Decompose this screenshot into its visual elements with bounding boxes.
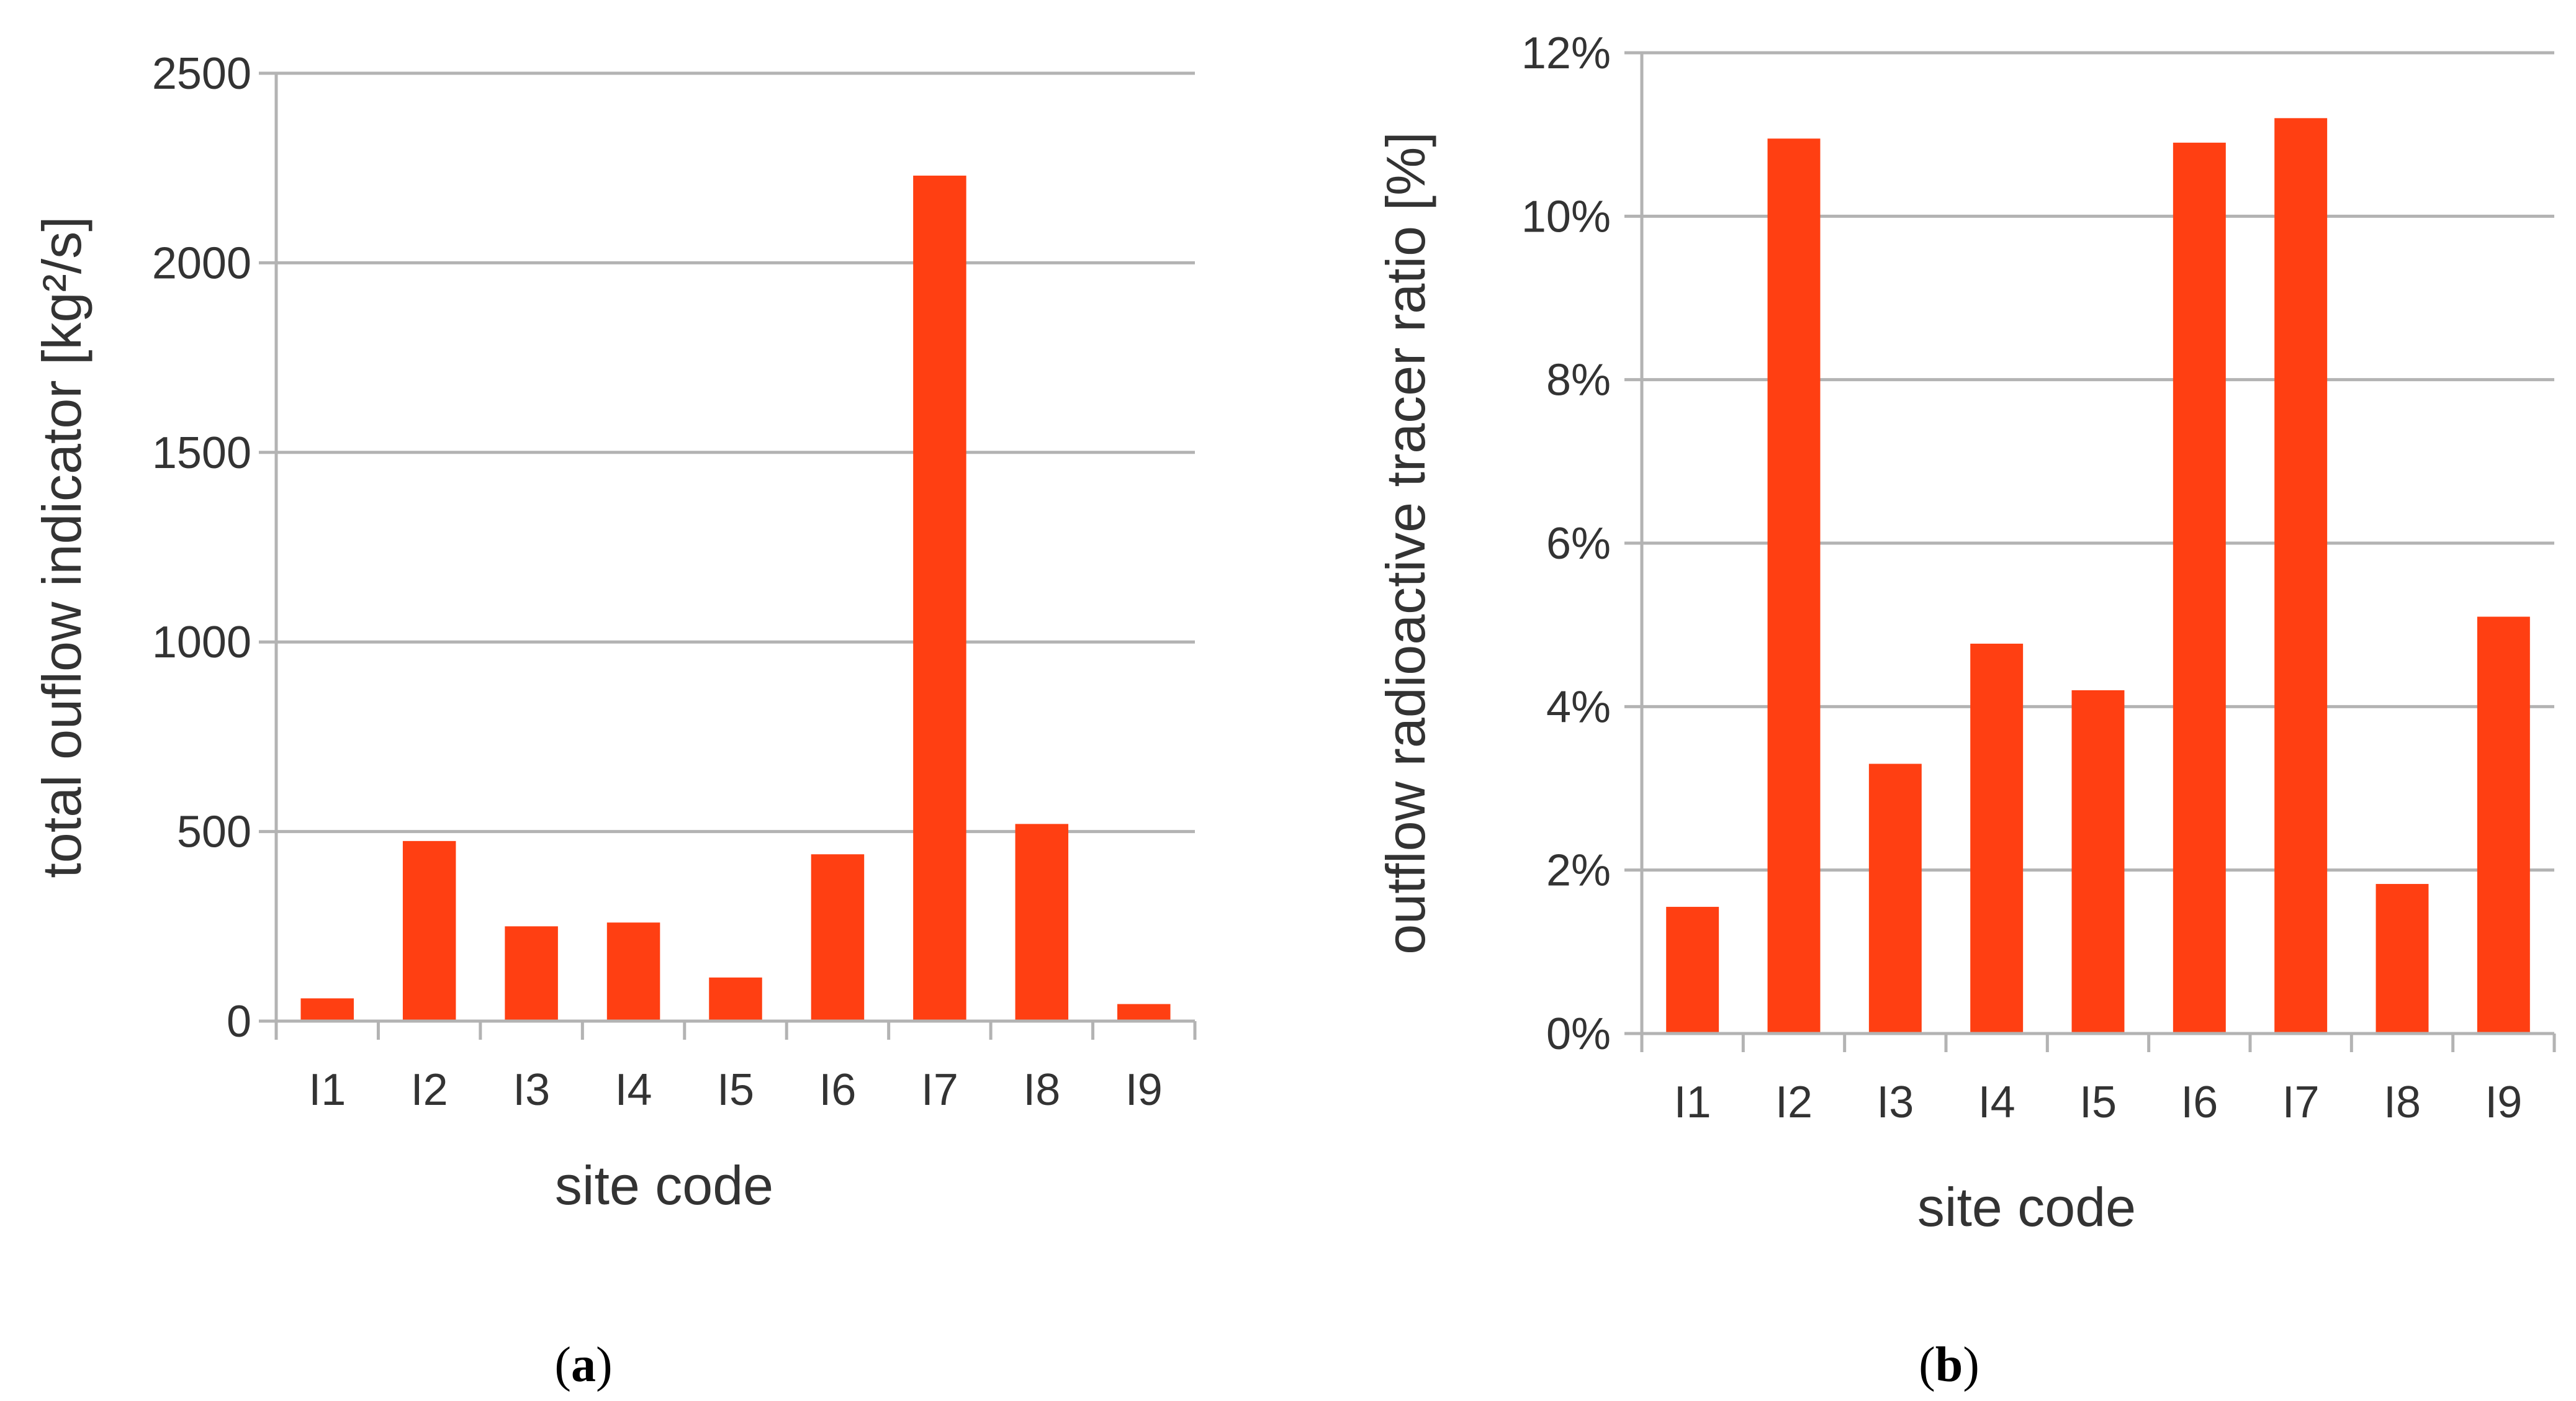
caption-b: (b) [1919,1338,1979,1392]
x-tick-label: I2 [1775,1078,1813,1127]
x-tick-label: I5 [717,1065,754,1115]
x-tick-label: I5 [2079,1078,2117,1127]
x-tick-label: I8 [2384,1078,2421,1127]
y-tick-label: 0% [1546,1009,1611,1059]
bar-i6 [811,854,865,1021]
y-tick-label: 10% [1521,192,1611,241]
caption-a: (a) [554,1338,612,1392]
bar-i4 [1970,643,2024,1034]
y-axis-title: outflow radioactive tracer ratio [%] [1375,132,1436,954]
y-tick-label: 6% [1546,519,1611,569]
bar-i6 [2173,142,2226,1034]
bar-i2 [402,840,456,1021]
x-tick-label: I8 [1023,1065,1060,1115]
y-tick-label: 12% [1521,29,1611,78]
bar-i1 [300,998,354,1021]
x-tick-label: I3 [513,1065,550,1115]
y-tick-label: 2000 [152,238,251,288]
bar-i7 [2274,118,2328,1034]
x-tick-label: I3 [1876,1078,1914,1127]
x-tick-label: I7 [2282,1078,2320,1127]
chart-panel-b: 0% 2% 4% 6% 8% 10% 12% I1 I2 I3 I4 I5 I6 I7 I8 I9 site c… [1375,29,2556,1238]
y-tick-label: 8% [1546,356,1611,405]
y-tick-label: 0 [227,997,251,1047]
y-tick-label: 2500 [152,49,251,99]
bar-i2 [1767,138,1821,1034]
x-tick-label: I7 [921,1065,958,1115]
x-tick-label: I9 [2485,1078,2522,1127]
x-tick-label: I2 [411,1065,448,1115]
bar-i8 [1015,824,1069,1021]
x-axis-title: site code [555,1155,773,1216]
y-tick-label: 4% [1546,682,1611,732]
y-axis-title: total ouflow indicator [kg²/s] [31,216,92,878]
x-tick-label: I6 [819,1065,856,1115]
x-tick-label: I1 [1674,1078,1711,1127]
bar-i3 [1868,764,1922,1034]
y-tick-label: 1500 [152,428,251,478]
x-tick-label: I6 [2181,1078,2218,1127]
bar-i8 [2376,884,2429,1034]
bar-i7 [913,175,966,1021]
x-tick-label: I4 [615,1065,652,1115]
bar-i5 [709,977,762,1021]
x-axis-title: site code [1917,1176,2136,1238]
y-tick-label: 1000 [152,618,251,667]
x-tick-label: I9 [1125,1065,1163,1115]
y-tick-label: 2% [1546,846,1611,896]
bar-i5 [2071,690,2125,1034]
x-tick-label: I1 [308,1065,346,1115]
bar-i1 [1666,906,1719,1034]
y-tick-label: 500 [177,808,251,857]
x-tick-label: I4 [1978,1078,2015,1127]
chart-panel-a: 0 500 1000 1500 2000 2500 I1 I2 I3 I4 I5 I6 I7 I8 I9 si… [31,49,1197,1216]
bar-i3 [505,926,558,1021]
bar-i9 [2477,616,2530,1034]
bar-i9 [1117,1004,1171,1021]
bar-i4 [606,922,660,1021]
